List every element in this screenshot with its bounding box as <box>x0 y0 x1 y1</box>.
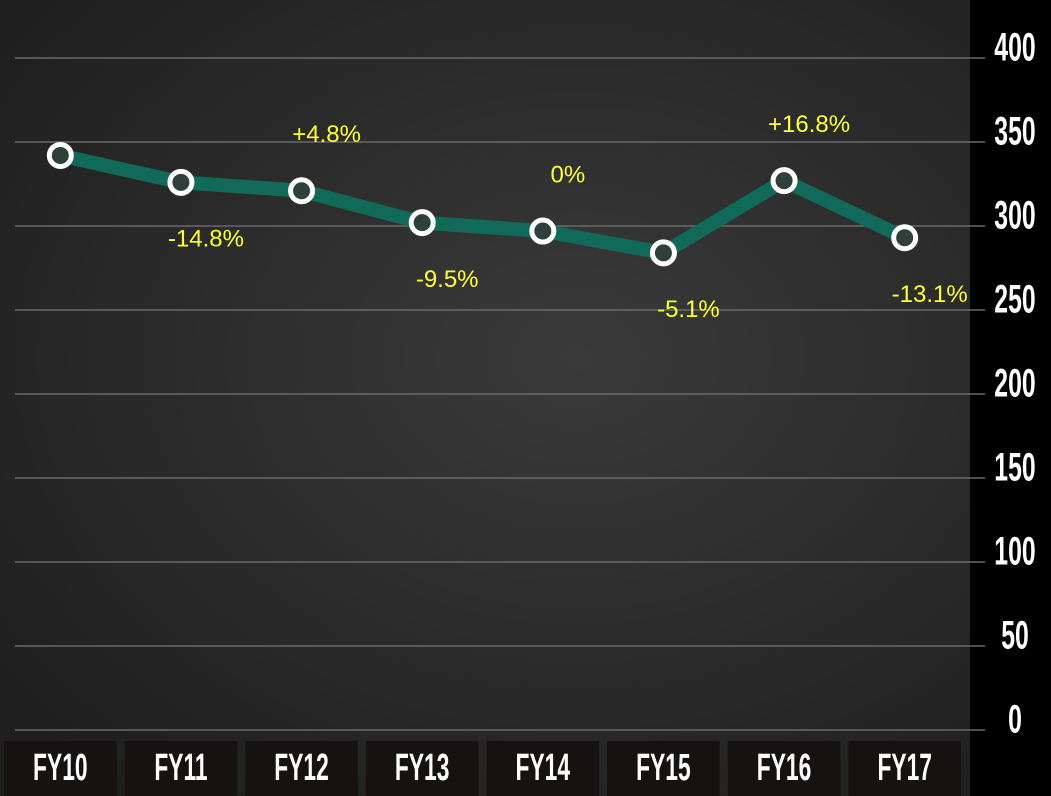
point <box>770 167 798 195</box>
y-tick-label: 400 <box>994 26 1035 70</box>
point <box>529 217 557 245</box>
x-tick-label: FY15 <box>636 746 690 788</box>
y-tick-label: 50 <box>1001 614 1029 658</box>
x-band <box>848 741 961 796</box>
x-tick-label: FY16 <box>757 746 811 788</box>
x-tick-label: FY14 <box>516 746 571 788</box>
annotation: 0% <box>550 161 585 188</box>
y-tick-label: 250 <box>994 278 1035 322</box>
y-tick-label: 300 <box>994 194 1035 238</box>
x-band <box>245 741 358 796</box>
x-band <box>727 741 841 796</box>
x-band <box>486 741 600 796</box>
annotation: +16.8% <box>768 111 850 138</box>
annotation: -13.1% <box>892 281 968 308</box>
x-tick-label: FY12 <box>274 746 328 788</box>
y-tick-label: 350 <box>994 110 1035 154</box>
annotation: -14.8% <box>168 226 244 253</box>
point <box>288 177 316 205</box>
annotation: -9.5% <box>416 266 479 293</box>
x-tick-label: FY10 <box>33 746 87 788</box>
x-tick-label: FY13 <box>395 746 449 788</box>
point <box>46 141 74 169</box>
line <box>58 148 908 260</box>
x-tick-label: FY17 <box>877 746 931 788</box>
x-tick-label: FY11 <box>154 746 207 788</box>
x-band <box>607 741 720 796</box>
point <box>408 209 436 237</box>
annotation: -5.1% <box>657 296 720 323</box>
annotation: +4.8% <box>292 121 361 148</box>
x-band <box>4 741 117 796</box>
y-tick-label: 150 <box>994 446 1035 490</box>
y-tick-label: 0 <box>1008 698 1022 742</box>
point <box>891 224 919 252</box>
y-tick-label: 100 <box>994 530 1035 574</box>
x-band <box>124 741 238 796</box>
x-band <box>365 741 479 796</box>
y-tick-label: 200 <box>994 362 1035 406</box>
point <box>649 239 677 267</box>
point <box>167 168 195 196</box>
axis-panel <box>970 0 1051 796</box>
